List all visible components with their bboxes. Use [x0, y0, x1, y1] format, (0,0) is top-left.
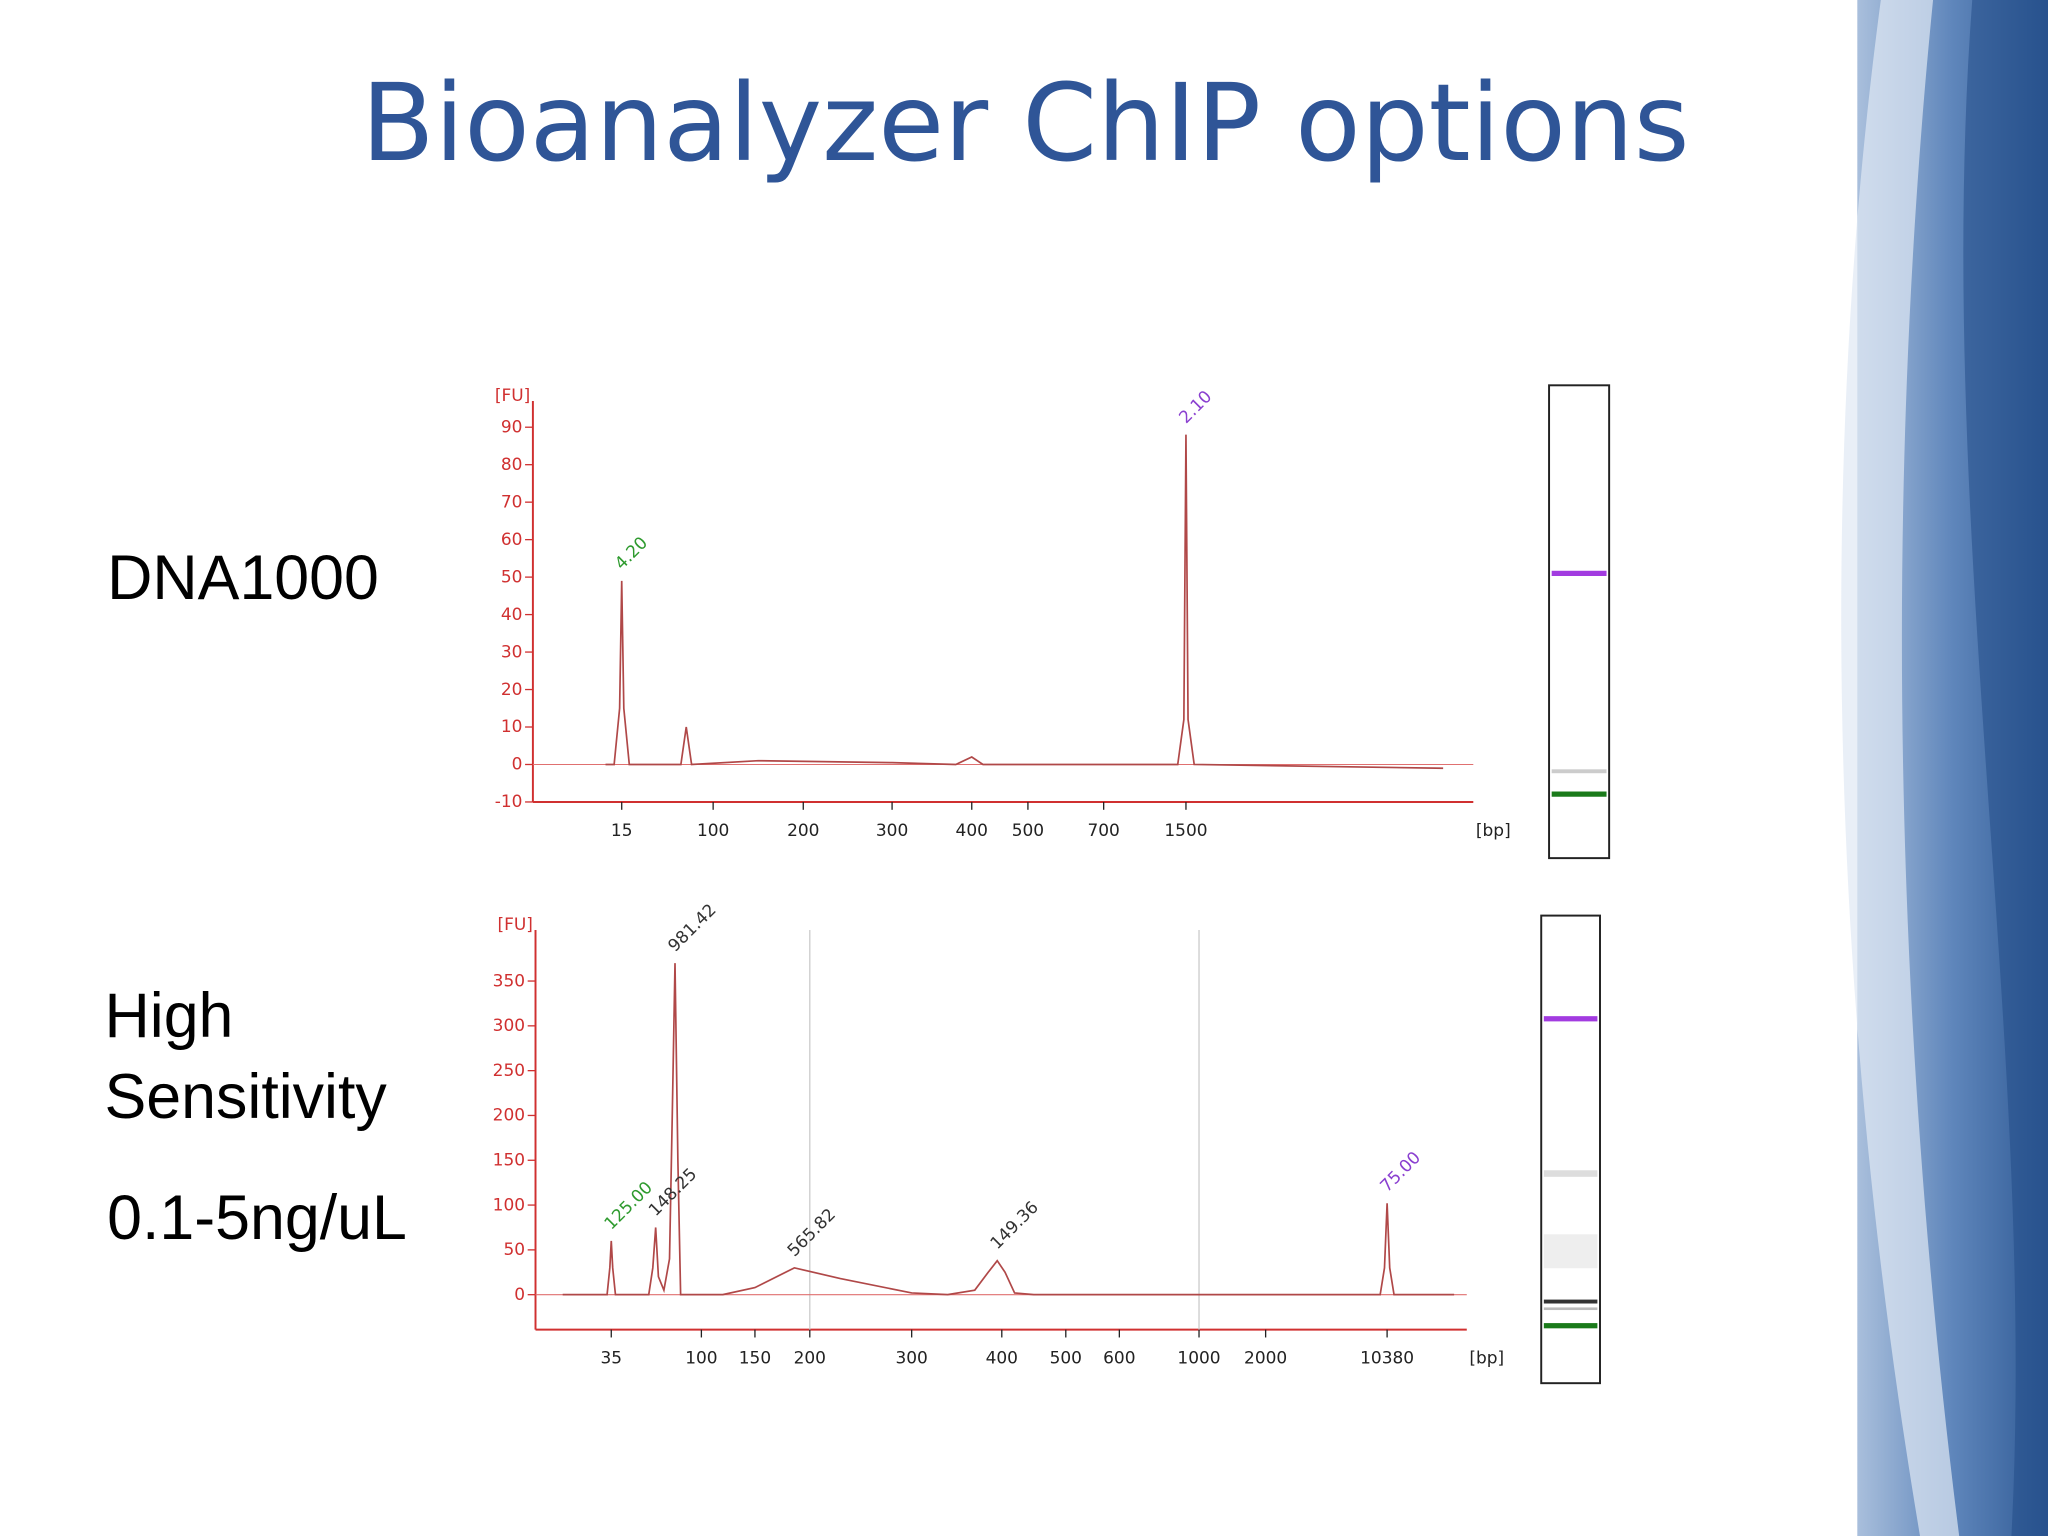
y-tick-label: 70 — [501, 492, 523, 512]
y-tick-label: 90 — [501, 417, 523, 437]
y-axis-label: [FU] — [497, 915, 532, 935]
row-label-box: High Sensitivity — [104, 982, 387, 1133]
trace — [562, 963, 1455, 1296]
x-tick-label: 400 — [956, 821, 988, 841]
peak-label: 75.00 — [1376, 1148, 1424, 1196]
y-tick-label: 0 — [514, 1285, 525, 1305]
band — [1543, 1307, 1598, 1311]
x-tick-label: 1000 — [1177, 1349, 1220, 1369]
lane-frame — [1548, 384, 1611, 860]
side-ribbon — [1841, 0, 1960, 1536]
y-tick-label: 150 — [493, 1150, 525, 1170]
band — [1543, 1299, 1598, 1304]
band — [1543, 1323, 1598, 1329]
y-tick-label: 50 — [501, 567, 523, 587]
y-tick-label: 60 — [501, 530, 523, 550]
band — [1551, 769, 1607, 774]
y-tick-label: 200 — [493, 1106, 525, 1126]
y-tick-label: 40 — [501, 605, 523, 625]
band — [1543, 1170, 1598, 1177]
y-tick-label: 100 — [493, 1195, 525, 1215]
peak-label: 981.42 — [664, 900, 720, 956]
gel-lane — [1540, 914, 1601, 1385]
row-label: DNA1000 — [107, 543, 379, 613]
band — [1543, 1234, 1598, 1269]
y-tick-label: 50 — [503, 1240, 525, 1260]
x-tick-label: 10380 — [1360, 1349, 1414, 1369]
x-tick-label: 2000 — [1244, 1349, 1287, 1369]
y-tick-label: 20 — [501, 680, 523, 700]
x-axis-label: [bp] — [1469, 1349, 1504, 1369]
y-tick-label: 350 — [493, 971, 525, 991]
y-tick-label: 0 — [512, 755, 523, 775]
y-axis-label: [FU] — [495, 386, 530, 406]
y-tick-label: 80 — [501, 455, 523, 475]
x-tick-label: 500 — [1012, 821, 1044, 841]
x-tick-label: 400 — [986, 1349, 1018, 1369]
x-tick-label: 200 — [794, 1349, 826, 1369]
x-tick-label: 300 — [895, 1349, 927, 1369]
y-tick-label: 250 — [493, 1061, 525, 1081]
x-tick-label: 600 — [1103, 1349, 1135, 1369]
x-tick-label: 100 — [697, 821, 729, 841]
x-tick-label: 1500 — [1164, 821, 1207, 841]
slide-title: Bioanalyzer ChIP options — [361, 62, 1689, 186]
lane-frame — [1540, 914, 1601, 1385]
x-tick-label: 100 — [685, 1349, 717, 1369]
x-tick-label: 500 — [1050, 1349, 1082, 1369]
side-ribbon — [1963, 0, 2048, 1536]
y-tick-label: -10 — [495, 792, 523, 812]
x-tick-label: 300 — [876, 821, 908, 841]
y-tick-label: 10 — [501, 717, 523, 737]
x-tick-label: 150 — [739, 1349, 771, 1369]
band — [1551, 570, 1607, 576]
peak-label: 149.36 — [987, 1198, 1043, 1254]
gel-lane — [1548, 384, 1611, 860]
x-tick-label: 200 — [787, 821, 819, 841]
x-axis-label: [bp] — [1476, 821, 1511, 841]
x-tick-label: 700 — [1087, 821, 1119, 841]
band — [1543, 1016, 1598, 1022]
band — [1551, 791, 1607, 797]
x-tick-label: 15 — [611, 821, 633, 841]
row-label: High Sensitivity — [104, 982, 387, 1133]
peak-label: 565.82 — [784, 1205, 840, 1261]
y-tick-label: 300 — [493, 1016, 525, 1036]
trace — [605, 434, 1444, 770]
peak-label: 4.20 — [611, 533, 652, 574]
y-tick-label: 30 — [501, 642, 523, 662]
row-label: 0.1-5ng/uL — [107, 1183, 407, 1253]
x-tick-label: 35 — [600, 1349, 622, 1369]
peak-label: 2.10 — [1175, 387, 1216, 428]
